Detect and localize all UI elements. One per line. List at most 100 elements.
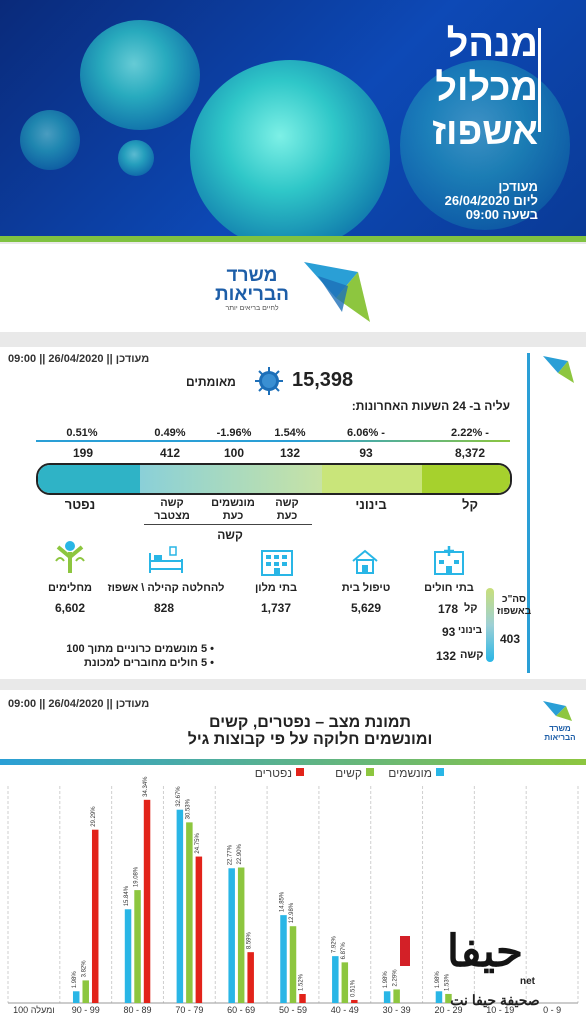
data-label: 6.87% bbox=[341, 942, 347, 960]
banner-date-line: בשעה 09:00 bbox=[465, 207, 538, 222]
bar-קשים-50 - 59 bbox=[289, 926, 297, 1003]
data-label: 8.59% bbox=[247, 931, 253, 949]
pct-severe-cumulative: 0.49% bbox=[154, 427, 186, 439]
legend-label: מונשמים bbox=[388, 766, 432, 780]
chart-update-header: מעודכן || 26/04/2020 || 09:00 bbox=[8, 698, 150, 710]
legend-label: קשים bbox=[335, 766, 362, 780]
bar-מונשמים-60 - 69 bbox=[228, 868, 235, 1003]
category-line: כעת bbox=[276, 510, 298, 522]
gauge-segment-moderate bbox=[322, 465, 422, 493]
notes-list: • 5 מונשמים כרוניים מתוך 100 • 5 חולים מ… bbox=[30, 642, 214, 670]
banner-accent-strip bbox=[0, 236, 586, 242]
pct-moderate: 6.06% - bbox=[347, 427, 385, 439]
chart-title: תמונת מצב – נפטרים, קשים ומונשמים חלוקה … bbox=[90, 714, 530, 748]
category-severe-cumulative: קשה מצטבר bbox=[144, 497, 200, 523]
bar-מונשמים-70 - 79 bbox=[176, 809, 184, 1003]
bar-מונשמים-90 - 99 bbox=[72, 991, 80, 1003]
value-ventilated-now: 100 bbox=[223, 446, 245, 460]
data-label: 19.08% bbox=[134, 866, 140, 887]
bar-נפטרים-40 - 49 bbox=[351, 999, 358, 1003]
data-label: 22.77% bbox=[228, 844, 234, 865]
watermark-tagline: صحيفة حيفا نت bbox=[450, 992, 540, 1008]
chart-card: מעודכן || 26/04/2020 || 09:00 משרד הבריא… bbox=[0, 690, 586, 1024]
facility-decision-label: להחלטה קהילה \ אשפוז bbox=[107, 582, 225, 594]
ministry-logo-chart-icon bbox=[543, 701, 572, 721]
pct-light: 2.22% - bbox=[451, 427, 489, 439]
banner-title: מנהל מכלול אשפוז bbox=[432, 22, 538, 154]
data-label: 1.98% bbox=[72, 971, 78, 989]
ministry-logo-card: משרד הבריאות לחיים בריאים יותר bbox=[0, 244, 586, 332]
pct-ventilated-now: -1.96% bbox=[216, 427, 252, 439]
data-label: 3.82% bbox=[82, 960, 88, 978]
data-label: 1.98% bbox=[383, 971, 389, 989]
x-tick-label: 100 ומעלה bbox=[13, 1005, 55, 1015]
data-label: 29.29% bbox=[91, 806, 97, 827]
legend-swatch bbox=[296, 768, 304, 776]
chart-logo-line: משרד bbox=[549, 724, 571, 733]
chart-accent-strip bbox=[0, 759, 586, 765]
facility-hotel-label: בתי מלון bbox=[254, 582, 298, 594]
logo-slogan: לחיים בריאים יותר bbox=[225, 305, 279, 312]
category-dead: נפטר bbox=[64, 497, 96, 512]
logo-name-line: משרד bbox=[226, 265, 278, 286]
data-label: 7.92% bbox=[331, 935, 337, 953]
category-line: קשה bbox=[275, 497, 299, 509]
facility-home-value: 5,629 bbox=[350, 601, 382, 615]
ministry-logo-text: משרד הבריאות לחיים בריאים יותר bbox=[212, 266, 292, 314]
data-label: 1.52% bbox=[299, 973, 305, 991]
bar-קשים-30 - 39 bbox=[393, 989, 400, 1003]
category-light: קל bbox=[462, 497, 478, 512]
logo-name-line: הבריאות bbox=[214, 284, 289, 305]
legend-swatch bbox=[366, 768, 374, 776]
hotel-icon bbox=[261, 550, 293, 576]
bar-קשים-80 - 89 bbox=[134, 890, 141, 1003]
data-label: 32.67% bbox=[176, 786, 182, 807]
severe-group-rule bbox=[144, 524, 312, 525]
notes-item: • 5 מונשמים כרוניים מתוך 100 bbox=[66, 643, 214, 655]
category-line: כעת bbox=[222, 510, 244, 522]
notes-item-text: 5 חולים מחוברים למכונת bbox=[83, 657, 208, 669]
virus-illustration-right bbox=[400, 60, 570, 230]
severity-gauge-bar bbox=[36, 463, 512, 495]
bar-מונשמים-50 - 59 bbox=[280, 915, 287, 1003]
home-icon bbox=[352, 549, 378, 574]
bar-מונשמים-30 - 39 bbox=[383, 991, 391, 1003]
watermark: حيفا net صحيفة حيفا نت bbox=[400, 922, 580, 1022]
x-tick-label: 40 - 49 bbox=[331, 1005, 359, 1015]
ministry-logo-icon bbox=[304, 262, 370, 322]
hospital-moderate-label: בינוני bbox=[458, 625, 483, 636]
gauge-segment-severe bbox=[140, 465, 322, 493]
bar-קשים-70 - 79 bbox=[186, 822, 193, 1003]
bar-נפטרים-90 - 99 bbox=[91, 829, 99, 1003]
pct-severe-now: 1.54% bbox=[274, 427, 306, 439]
hospital-light-label: קל bbox=[464, 602, 478, 614]
x-tick-label: 30 - 39 bbox=[383, 1005, 411, 1015]
x-tick-label: 90 - 99 bbox=[72, 1005, 100, 1015]
bar-נפטרים-50 - 59 bbox=[299, 994, 306, 1003]
hero-banner: מנהל מכלול אשפוז מעודכן ליום 26/04/2020 … bbox=[0, 0, 586, 240]
data-label: 24.75% bbox=[195, 833, 201, 854]
hospital-total-title-line: באשפוז bbox=[496, 606, 532, 617]
stats-side-rule bbox=[527, 353, 530, 673]
bar-מונשמים-80 - 89 bbox=[124, 909, 132, 1003]
notes-item: • 5 חולים מחוברים למכונת bbox=[83, 657, 214, 669]
bar-קשים-90 - 99 bbox=[82, 980, 89, 1003]
watermark-tld: net bbox=[520, 976, 535, 987]
facility-recovered-value: 6,602 bbox=[54, 601, 86, 615]
bar-קשים-40 - 49 bbox=[341, 962, 349, 1003]
value-dead: 199 bbox=[72, 446, 94, 460]
bar-מונשמים-40 - 49 bbox=[332, 956, 339, 1003]
banner-divider bbox=[538, 28, 541, 132]
virus-illustration-large bbox=[190, 60, 390, 240]
hospital-bed-icon bbox=[149, 546, 183, 573]
facility-hotel-value: 1,737 bbox=[260, 601, 292, 615]
data-label: 15.84% bbox=[124, 885, 130, 906]
value-light: 8,372 bbox=[454, 446, 486, 460]
legend-swatch bbox=[436, 768, 444, 776]
data-label: 1.53% bbox=[444, 973, 450, 991]
hospital-light-value: 178 bbox=[438, 602, 459, 616]
bar-קשים-60 - 69 bbox=[237, 867, 245, 1003]
category-ventilated-now: מונשמים כעת bbox=[204, 497, 262, 523]
category-line: מונשמים bbox=[211, 497, 255, 509]
virus-illustration-tiny bbox=[118, 140, 154, 176]
